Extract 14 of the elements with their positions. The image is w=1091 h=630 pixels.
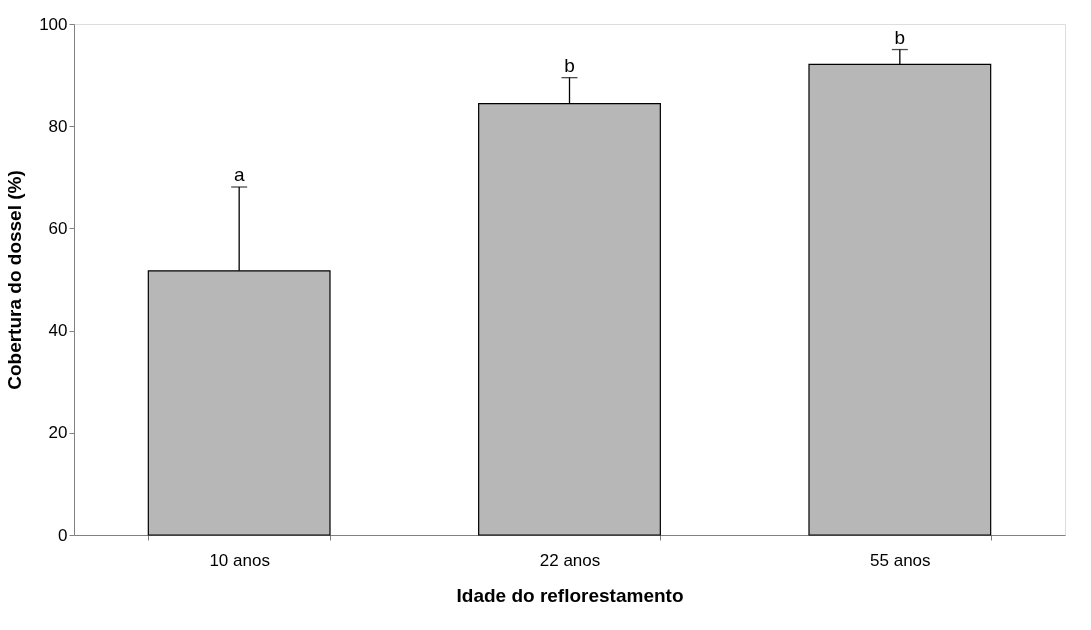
y-tick-label: 0 xyxy=(58,525,68,545)
y-tick-label: 60 xyxy=(48,218,68,238)
y-tick-label: 100 xyxy=(39,14,68,34)
y-axis-title: Cobertura do dossel (%) xyxy=(4,170,26,390)
y-tick-label: 80 xyxy=(48,116,68,136)
y-tick-label: 40 xyxy=(48,321,68,341)
x-tick-label: 22 anos xyxy=(539,550,601,570)
x-tick-label: 10 anos xyxy=(209,550,270,570)
x-axis-title: Idade do reflorestamento xyxy=(456,584,684,606)
y-tick-label: 20 xyxy=(48,423,68,443)
annotation: b xyxy=(564,54,575,76)
annotation: a xyxy=(233,164,245,186)
x-tick-label: 55 anos xyxy=(870,550,931,570)
annotation: b xyxy=(894,26,906,48)
